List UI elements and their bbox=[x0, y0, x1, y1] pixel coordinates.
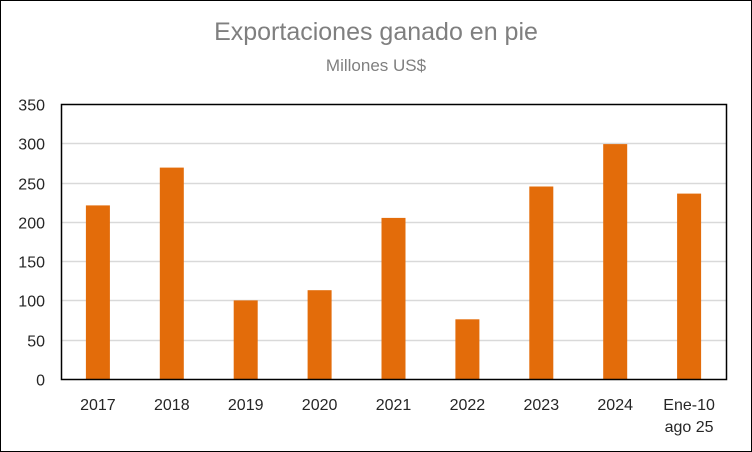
x-tick-label: 2019 bbox=[228, 397, 264, 414]
y-tick-label: 350 bbox=[18, 98, 45, 115]
y-tick-label: 250 bbox=[18, 177, 45, 194]
bar bbox=[381, 217, 406, 379]
y-axis-tick-labels: 0 50 100 150 200 250 300 350 bbox=[18, 98, 45, 390]
y-tick-label: 50 bbox=[27, 334, 45, 351]
y-tick-label: 100 bbox=[18, 294, 45, 311]
bar bbox=[307, 290, 332, 379]
x-tick-label: 2020 bbox=[302, 397, 338, 414]
bar bbox=[233, 300, 258, 379]
x-axis-tick-labels: 2017 2018 2019 2020 2021 2022 2023 2024 Ene-10 ag… bbox=[80, 397, 715, 436]
x-tick-label: Ene-10 bbox=[663, 397, 715, 414]
y-tick-label: 300 bbox=[18, 137, 45, 154]
x-tick-label: 2017 bbox=[80, 397, 116, 414]
y-tick-label: 200 bbox=[18, 216, 45, 233]
chart-subtitle: Millones US$ bbox=[325, 56, 427, 75]
chart-title: Exportaciones ganado en pie bbox=[214, 18, 538, 46]
y-tick-label: 150 bbox=[18, 255, 45, 272]
plot-area-border bbox=[60, 103, 728, 381]
x-tick-label: 2023 bbox=[524, 397, 560, 414]
bar bbox=[455, 319, 480, 379]
bar bbox=[85, 205, 110, 379]
y-tick-label: 0 bbox=[36, 373, 45, 390]
x-tick-label: ago 25 bbox=[665, 419, 714, 436]
bar bbox=[677, 193, 702, 379]
bar bbox=[603, 144, 628, 379]
x-tick-label: 2024 bbox=[597, 397, 633, 414]
x-tick-label: 2018 bbox=[154, 397, 190, 414]
plot-border bbox=[60, 103, 728, 381]
x-tick-label: 2021 bbox=[376, 397, 412, 414]
x-tick-label: 2022 bbox=[450, 397, 486, 414]
bar bbox=[159, 167, 184, 379]
bars bbox=[85, 144, 702, 379]
bar bbox=[529, 186, 554, 379]
